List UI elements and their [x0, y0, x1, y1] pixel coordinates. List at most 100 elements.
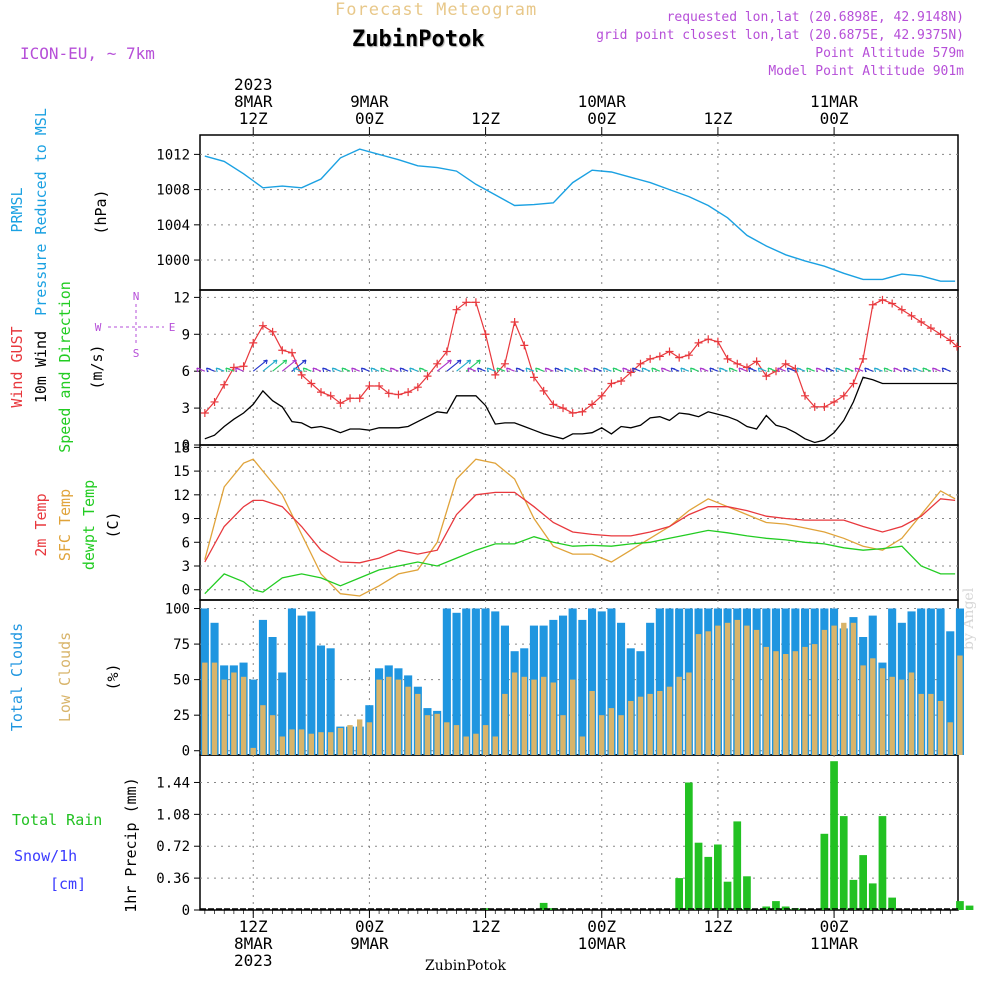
- low-cloud-bar: [947, 722, 953, 755]
- temp-ytick-label: 15: [173, 464, 190, 480]
- gust-marker: [946, 336, 955, 345]
- low-cloud-bar: [860, 665, 866, 755]
- gust-marker: [442, 347, 451, 356]
- wind-direction-arrow: [660, 367, 670, 373]
- total-cloud-bar: [268, 637, 277, 755]
- total-cloud-bar: [471, 608, 480, 755]
- gust-marker: [258, 321, 267, 330]
- gust-marker: [953, 342, 962, 351]
- low-cloud-bar: [453, 725, 460, 755]
- low-cloud-bar: [783, 654, 789, 755]
- model-altitude: Model Point Altitude 901m: [768, 64, 964, 79]
- rain-bar: [868, 883, 877, 910]
- top-time-label: 2023: [234, 75, 273, 94]
- pressure-ytick-label: 1000: [156, 253, 190, 269]
- wind-direction-arrow: [612, 367, 622, 373]
- low-cloud-bar: [502, 693, 508, 755]
- temp-ytick-label: 9: [182, 512, 190, 528]
- top-time-label: 9MAR: [350, 92, 389, 111]
- bottom-time-label: 8MAR: [234, 934, 273, 953]
- wind-direction-arrow: [360, 367, 370, 373]
- low-cloud-bar: [337, 728, 344, 755]
- wind-direction-arrow: [573, 367, 583, 373]
- bottom-time-label: 12Z: [703, 917, 732, 936]
- wind-direction-arrow: [322, 367, 331, 373]
- low-cloud-bar: [511, 672, 518, 755]
- wind-direction-arrow: [670, 367, 680, 373]
- gust-marker: [878, 295, 887, 304]
- compass-n: N: [133, 290, 140, 303]
- wind-direction-arrow: [690, 367, 699, 373]
- top-time-label: 12Z: [239, 109, 268, 128]
- wind-direction-arrow: [777, 367, 786, 373]
- low-cloud-bar: [531, 679, 537, 755]
- gust-marker: [820, 402, 829, 411]
- rain-bar: [704, 856, 713, 910]
- bottom-time-label: 00Z: [820, 917, 849, 936]
- low-cloud-bar: [328, 732, 334, 755]
- top-time-label: 00Z: [587, 109, 616, 128]
- wind-frame: [199, 289, 959, 446]
- low-cloud-bar: [928, 693, 934, 755]
- gust-marker: [926, 324, 935, 333]
- low-cloud-bar: [957, 655, 963, 755]
- wind-direction-arrow: [728, 367, 738, 373]
- low-cloud-bar: [792, 651, 799, 755]
- wind-direction-arrow: [796, 367, 806, 373]
- total-cloud-bar: [665, 608, 674, 755]
- bottom-time-label: 11MAR: [810, 934, 859, 953]
- wind-direction-arrow: [312, 367, 322, 373]
- total-cloud-bar: [278, 672, 287, 755]
- gust-marker: [520, 341, 529, 350]
- low-cloud-bar: [879, 668, 886, 755]
- gust-marker: [229, 363, 238, 372]
- total-cloud-bar: [655, 608, 664, 755]
- low-cloud-bar: [812, 644, 818, 755]
- low-cloud-bar: [724, 622, 731, 755]
- temp-ytick-label: 12: [173, 488, 190, 504]
- low-cloud-bar: [628, 701, 634, 755]
- total-cloud-bar: [442, 608, 451, 755]
- low-cloud-bar: [870, 658, 876, 755]
- wind-direction-arrow: [235, 367, 244, 373]
- low-cloud-bar: [618, 715, 624, 755]
- gust-marker: [723, 354, 732, 363]
- gust-marker: [413, 383, 422, 392]
- wind-direction-arrow: [564, 367, 573, 373]
- cloud-label-total: Total Clouds: [8, 623, 26, 731]
- gust-marker: [588, 400, 597, 409]
- wind-direction-arrow: [436, 359, 452, 372]
- total-cloud-bar: [287, 608, 296, 755]
- low-cloud-bar: [773, 651, 779, 755]
- wind-direction-arrow: [631, 367, 641, 373]
- pressure-ytick-label: 1004: [156, 218, 190, 234]
- wind-direction-arrow: [496, 367, 506, 373]
- low-cloud-bar: [899, 679, 905, 755]
- wind-ytick-label: 0: [182, 438, 190, 454]
- top-time-label: 11MAR: [810, 92, 859, 111]
- gust-marker: [452, 305, 461, 314]
- gust-marker: [733, 359, 742, 368]
- wind-direction-arrow: [196, 367, 206, 373]
- gust-marker: [762, 372, 771, 381]
- low-cloud-bar: [570, 679, 576, 755]
- wind-direction-arrow: [477, 367, 486, 373]
- gust-marker: [675, 353, 684, 362]
- gust-marker: [336, 399, 345, 408]
- low-cloud-bar: [734, 619, 740, 755]
- total-cloud-bar: [926, 608, 935, 755]
- low-cloud-bar: [405, 686, 411, 755]
- low-cloud-bar: [482, 725, 489, 755]
- gust-marker: [200, 409, 209, 418]
- gust-marker: [297, 370, 306, 379]
- compass-e: E: [169, 321, 176, 334]
- gust-marker: [578, 407, 587, 416]
- cloud-ytick-label: 0: [182, 744, 190, 760]
- cloud-label-low: Low Clouds: [56, 632, 74, 722]
- low-cloud-bar: [347, 725, 353, 755]
- pressure-unit: (hPa): [92, 189, 110, 234]
- gust-marker: [636, 359, 645, 368]
- gust-marker: [549, 400, 558, 409]
- gust-marker: [529, 373, 538, 382]
